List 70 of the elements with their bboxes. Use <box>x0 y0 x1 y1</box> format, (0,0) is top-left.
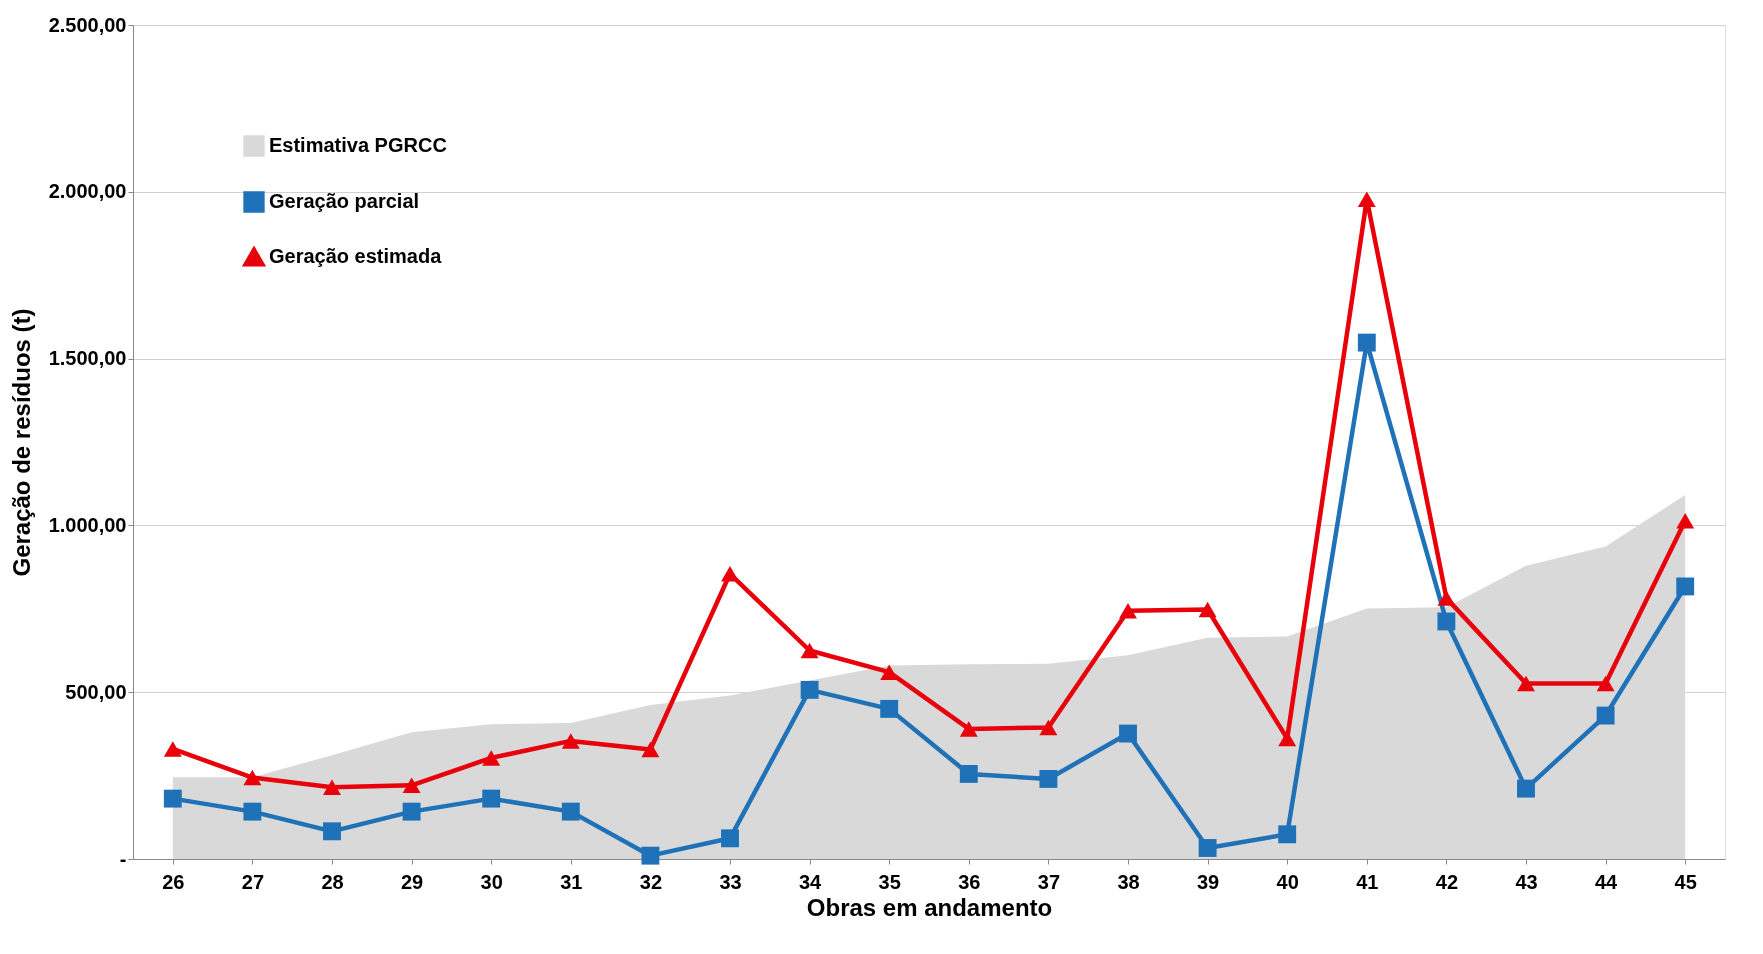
point <box>163 789 182 808</box>
point <box>163 741 182 757</box>
x-tick-label: 29 <box>400 870 424 893</box>
x-tick-label: 43 <box>1515 870 1538 893</box>
point <box>402 777 421 794</box>
y-tick-label: 500,00 <box>65 680 127 703</box>
point <box>243 802 262 821</box>
x-tick-label: 35 <box>878 870 901 893</box>
point <box>721 566 739 582</box>
point <box>1357 191 1376 207</box>
y-tick-label: - <box>119 847 127 870</box>
x-tick-label: 39 <box>1196 870 1220 893</box>
point <box>1278 825 1297 844</box>
point <box>561 802 580 821</box>
point <box>721 829 739 848</box>
y-tick-label: 2.500,00 <box>48 13 127 36</box>
y-axis-title: Geração de resíduos (t) <box>7 308 35 577</box>
point <box>1437 590 1456 606</box>
y-tick-label: 1.000,00 <box>48 513 127 536</box>
x-axis-title: Obras em andamento <box>806 893 1053 921</box>
point <box>1039 769 1058 788</box>
point <box>1437 612 1456 631</box>
x-tick-label: 36 <box>958 870 981 893</box>
point <box>959 764 978 783</box>
x-tick-label: 38 <box>1117 870 1140 893</box>
x-tick-label: 44 <box>1594 870 1619 893</box>
point <box>1596 675 1615 692</box>
x-tick-label: 34 <box>798 870 823 893</box>
x-tick-label: 45 <box>1674 870 1697 893</box>
point <box>482 789 501 808</box>
point <box>1517 675 1535 692</box>
point <box>323 779 341 796</box>
x-tick-label: 33 <box>719 870 742 893</box>
y-tick-label: 1.500,00 <box>48 347 127 370</box>
x-tick-label: 41 <box>1356 870 1379 893</box>
point <box>1198 839 1217 857</box>
x-tick-label: 26 <box>162 870 185 893</box>
point <box>959 721 978 737</box>
x-tick-label: 32 <box>639 870 663 893</box>
x-tick-label: 31 <box>560 870 583 893</box>
x-tick-label: 42 <box>1435 870 1459 893</box>
point <box>1676 512 1695 529</box>
point <box>880 699 899 718</box>
point <box>1357 333 1376 352</box>
point <box>880 664 899 680</box>
x-tick-label: 40 <box>1276 870 1299 893</box>
x-tick-label: 30 <box>480 870 503 893</box>
point <box>482 750 501 766</box>
legend-label: Estimativa PGRCC <box>269 134 447 156</box>
point <box>561 733 580 749</box>
point <box>1119 724 1137 743</box>
x-tick-label: 37 <box>1037 870 1061 893</box>
y-tick-label: 2.000,00 <box>48 180 127 203</box>
point <box>800 642 819 659</box>
point <box>1517 779 1535 798</box>
point <box>402 802 421 821</box>
x-tick-label: 27 <box>241 870 265 893</box>
point <box>1198 601 1217 618</box>
point <box>641 741 660 758</box>
point <box>1596 706 1615 725</box>
legend-label: Geração parcial <box>269 190 420 212</box>
point <box>800 680 819 699</box>
x-tick-label: 28 <box>321 870 344 893</box>
legend-label: Geração estimada <box>269 245 443 267</box>
point <box>323 822 341 841</box>
point <box>1676 577 1695 596</box>
point <box>641 846 660 865</box>
point <box>243 769 262 786</box>
point <box>1119 603 1137 619</box>
point <box>1039 719 1058 736</box>
